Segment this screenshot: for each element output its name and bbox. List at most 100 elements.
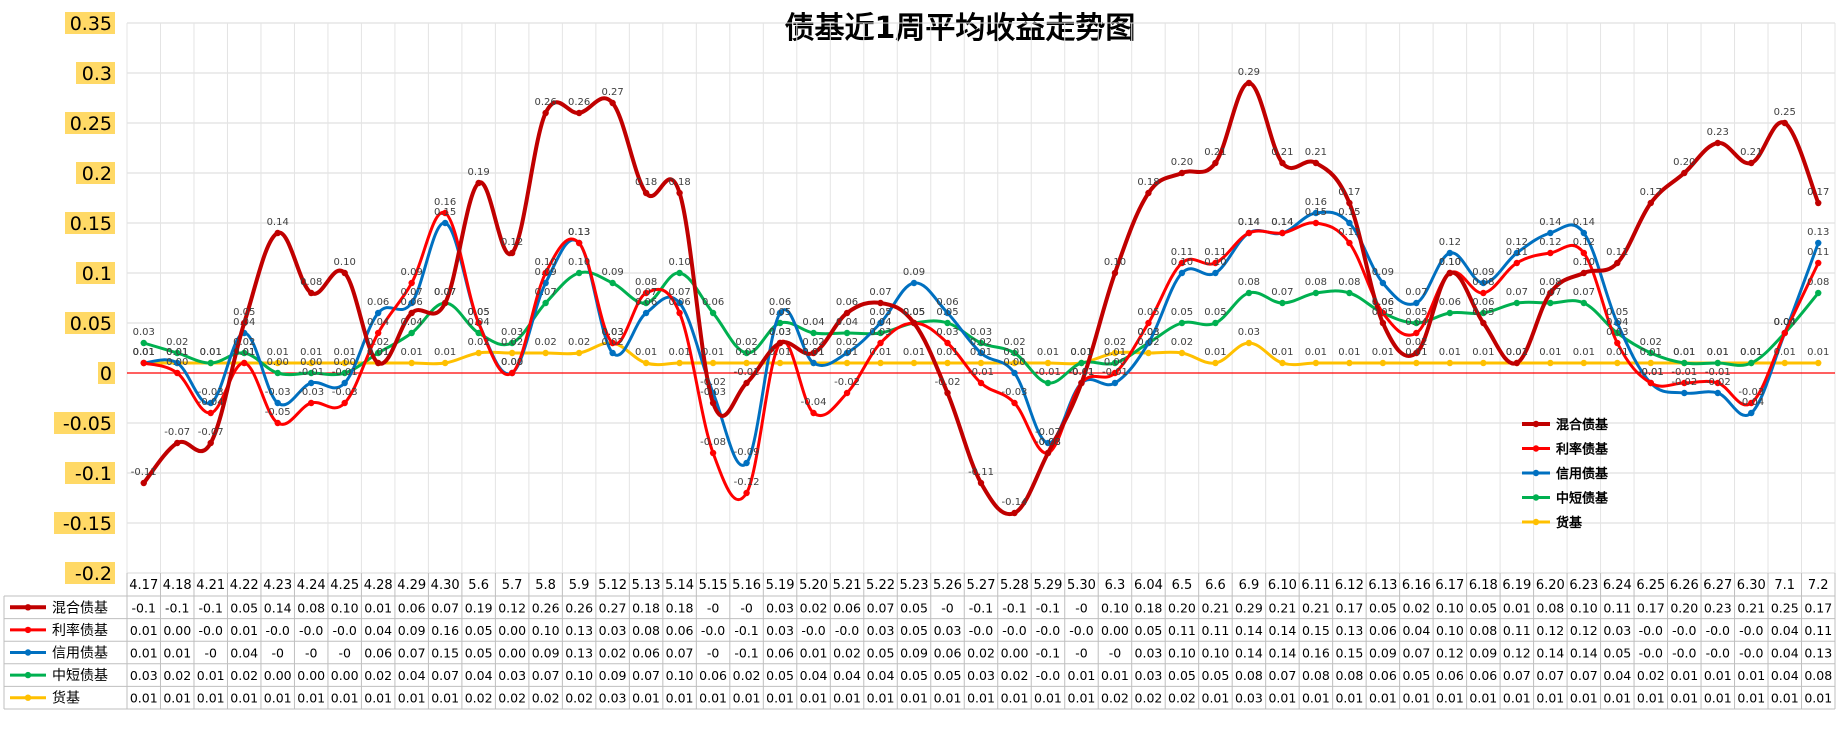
data-point — [307, 289, 315, 297]
data-point — [307, 399, 315, 407]
data-point — [609, 349, 616, 357]
table-cell: 0.01 — [1737, 668, 1765, 683]
data-point — [1681, 359, 1688, 367]
table-cell: 0.06 — [1436, 668, 1464, 683]
data-label: -0.08 — [700, 437, 726, 448]
data-point — [1413, 329, 1420, 337]
legend-marker — [1532, 420, 1540, 428]
data-label: 0.12 — [1506, 237, 1528, 248]
data-label: 0.08 — [1238, 277, 1260, 288]
table-cell: -0 — [1075, 600, 1088, 615]
data-label: 0.01 — [1472, 347, 1494, 358]
data-point — [709, 449, 717, 457]
table-cell: 0.01 — [1804, 691, 1832, 706]
table-cell: 0.00 — [1001, 646, 1029, 661]
x-tick-label: 6.19 — [1502, 578, 1531, 593]
data-label: 0.04 — [1405, 317, 1427, 328]
table-cell: 0.02 — [565, 691, 593, 706]
data-label: -0.04 — [801, 397, 827, 408]
data-label: 0.01 — [869, 347, 891, 358]
table-cell: -0.0 — [1672, 646, 1696, 661]
data-point — [207, 409, 214, 417]
table-cell: 0.14 — [1268, 646, 1296, 661]
table-cell: 0.14 — [1570, 646, 1598, 661]
table-cell: 0.06 — [833, 600, 861, 615]
x-tick-label: 7.1 — [1774, 578, 1795, 593]
data-point — [1413, 299, 1420, 307]
data-label: 0.01 — [401, 347, 423, 358]
legend-label: 信用债基 — [1556, 466, 1609, 482]
table-cell: 0.01 — [1670, 691, 1698, 706]
data-label: 0.05 — [1137, 307, 1159, 318]
data-label: 0.05 — [1405, 307, 1427, 318]
data-label: 0.03 — [1137, 327, 1159, 338]
table-cell: 0.01 — [1436, 691, 1464, 706]
table-cell: 0.07 — [1268, 668, 1296, 683]
x-tick-label: 6.3 — [1105, 578, 1126, 593]
data-point — [1580, 269, 1588, 277]
table-cell: 0.03 — [967, 668, 995, 683]
data-point — [475, 179, 482, 187]
table-cell: 0.02 — [599, 646, 627, 661]
data-label: 0.02 — [1640, 337, 1662, 348]
data-label: 0.01 — [300, 347, 322, 358]
data-label: 0.01 — [1640, 347, 1662, 358]
data-point — [709, 399, 717, 407]
data-label: 0.05 — [1171, 307, 1193, 318]
data-table: 4.17 4.18 4.21 4.22 4.23 4.24 4.25 4.28 4.29 4.30… — [3, 573, 1836, 710]
data-label: 0.08 — [1539, 277, 1561, 288]
table-cell: -0.1 — [1036, 646, 1060, 661]
data-point — [140, 359, 147, 367]
data-point — [341, 369, 348, 377]
y-tick-highlight — [54, 512, 115, 534]
data-point — [1346, 199, 1353, 207]
table-cell: -0.0 — [1706, 646, 1730, 661]
table-cell: -0.0 — [1002, 623, 1026, 638]
data-point — [1681, 379, 1688, 387]
data-point — [374, 309, 382, 317]
data-point — [542, 269, 549, 277]
data-label: 0.01 — [769, 347, 791, 358]
x-tick-label: 5.14 — [665, 578, 694, 593]
table-cell: 0.20 — [1168, 600, 1196, 615]
x-tick-label: 5.30 — [1067, 578, 1096, 593]
data-label: 0.05 — [1472, 307, 1494, 318]
table-cell: 0.01 — [130, 623, 158, 638]
table-row-marker — [24, 604, 32, 611]
table-cell: 0.01 — [1101, 668, 1129, 683]
table-cell: 0.25 — [1771, 600, 1799, 615]
x-tick-label: 6.16 — [1402, 578, 1431, 593]
data-label: 0.05 — [468, 307, 490, 318]
table-cell: 0.05 — [900, 600, 928, 615]
data-point — [1379, 359, 1387, 367]
data-point — [1815, 259, 1822, 267]
data-label: 0.16 — [1305, 197, 1327, 208]
table-cell: -0.0 — [969, 623, 993, 638]
table-cell: -0.0 — [1706, 623, 1730, 638]
data-point — [1111, 379, 1119, 387]
data-label: 0.02 — [233, 337, 255, 348]
table-cell: 0.01 — [1402, 691, 1430, 706]
data-label: 0.01 — [1673, 347, 1695, 358]
legend-marker — [1532, 445, 1540, 452]
table-cell: 0.29 — [1235, 600, 1263, 615]
table-cell: 0.05 — [465, 646, 493, 661]
data-point — [676, 359, 683, 367]
data-point — [1178, 269, 1186, 277]
table-cell: 0.01 — [1603, 691, 1631, 706]
data-point — [1279, 299, 1286, 307]
table-cell: 0.05 — [900, 623, 928, 638]
data-label: 0.14 — [267, 217, 289, 228]
data-label: 0.06 — [401, 297, 423, 308]
table-cell: 0.12 — [498, 600, 526, 615]
data-point — [1245, 79, 1253, 87]
data-point — [910, 359, 918, 367]
data-label: 0.01 — [970, 347, 992, 358]
data-point — [1178, 169, 1186, 177]
data-label: 0.07 — [434, 287, 456, 298]
table-cell: 0.02 — [1402, 600, 1430, 615]
data-label: 0.01 — [267, 347, 289, 358]
data-label: 0.17 — [1807, 187, 1829, 198]
data-label: 0.04 — [367, 317, 389, 328]
data-point — [1614, 329, 1621, 337]
